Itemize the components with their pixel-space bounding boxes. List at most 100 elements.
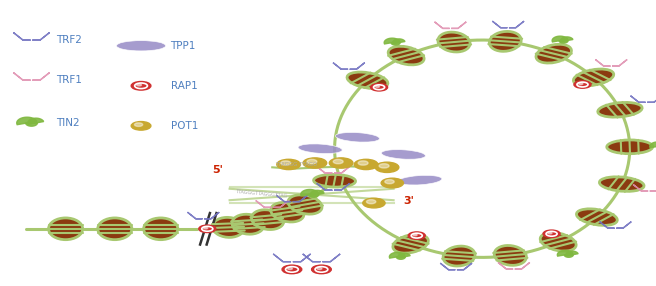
Polygon shape <box>649 184 656 191</box>
Polygon shape <box>293 254 311 262</box>
Circle shape <box>375 86 379 88</box>
Polygon shape <box>32 73 50 80</box>
Ellipse shape <box>98 218 132 240</box>
Polygon shape <box>322 254 340 262</box>
Circle shape <box>371 84 388 91</box>
Circle shape <box>317 267 322 270</box>
Ellipse shape <box>251 210 284 230</box>
Circle shape <box>277 159 300 170</box>
Polygon shape <box>396 257 405 259</box>
Text: TPP1: TPP1 <box>171 41 196 51</box>
Text: TTAGGGTTAGGGTTAG: TTAGGGTTAGGGTTAG <box>235 189 287 198</box>
Ellipse shape <box>494 245 526 265</box>
Polygon shape <box>293 195 308 202</box>
Ellipse shape <box>213 217 244 237</box>
Polygon shape <box>17 117 37 125</box>
Polygon shape <box>600 222 615 228</box>
Circle shape <box>548 232 552 234</box>
Polygon shape <box>26 123 37 126</box>
Ellipse shape <box>49 218 83 240</box>
Ellipse shape <box>271 202 304 222</box>
Polygon shape <box>273 200 289 207</box>
Circle shape <box>358 161 368 165</box>
Polygon shape <box>650 142 656 148</box>
Circle shape <box>131 82 151 90</box>
Polygon shape <box>317 183 333 190</box>
Circle shape <box>408 232 425 239</box>
Polygon shape <box>492 21 508 28</box>
Text: 5': 5' <box>213 165 223 175</box>
Text: RAP1: RAP1 <box>171 81 197 91</box>
Ellipse shape <box>438 32 470 52</box>
Ellipse shape <box>541 233 576 251</box>
Text: TIN2: TIN2 <box>56 118 79 128</box>
Polygon shape <box>13 33 31 40</box>
Polygon shape <box>32 33 50 40</box>
Circle shape <box>199 225 216 233</box>
Ellipse shape <box>573 69 614 86</box>
Ellipse shape <box>443 246 475 266</box>
Ellipse shape <box>298 144 342 154</box>
Polygon shape <box>204 212 219 219</box>
Ellipse shape <box>489 31 522 51</box>
Polygon shape <box>566 251 578 256</box>
Polygon shape <box>302 254 321 262</box>
Text: TTAGGG TTAGO: TTAGGG TTAGO <box>276 162 318 167</box>
Circle shape <box>574 81 591 88</box>
Polygon shape <box>552 36 567 42</box>
Polygon shape <box>310 190 324 196</box>
Ellipse shape <box>232 214 264 234</box>
Polygon shape <box>561 37 573 42</box>
Polygon shape <box>384 38 400 44</box>
Ellipse shape <box>117 41 165 51</box>
Circle shape <box>312 265 331 274</box>
Circle shape <box>303 158 327 168</box>
Circle shape <box>385 180 394 184</box>
Polygon shape <box>509 21 524 28</box>
Polygon shape <box>393 39 405 44</box>
Polygon shape <box>276 195 291 202</box>
Polygon shape <box>301 189 318 196</box>
Ellipse shape <box>388 46 424 65</box>
Ellipse shape <box>598 102 642 117</box>
Text: POT1: POT1 <box>171 121 198 131</box>
Ellipse shape <box>314 174 356 187</box>
Polygon shape <box>350 63 365 69</box>
Polygon shape <box>647 96 656 102</box>
Polygon shape <box>333 63 348 69</box>
Ellipse shape <box>536 44 571 63</box>
Ellipse shape <box>600 177 644 191</box>
Circle shape <box>381 178 403 188</box>
Circle shape <box>543 230 560 237</box>
Polygon shape <box>440 263 455 270</box>
Polygon shape <box>630 96 646 102</box>
Circle shape <box>203 227 208 229</box>
Polygon shape <box>559 41 568 43</box>
Polygon shape <box>256 200 272 207</box>
Polygon shape <box>558 250 573 256</box>
Polygon shape <box>273 254 291 262</box>
Ellipse shape <box>144 218 178 240</box>
Circle shape <box>367 200 376 204</box>
Polygon shape <box>13 73 31 80</box>
Polygon shape <box>334 166 350 173</box>
Polygon shape <box>515 263 530 269</box>
Circle shape <box>413 234 417 236</box>
Circle shape <box>134 123 143 126</box>
Polygon shape <box>390 252 405 258</box>
Polygon shape <box>616 222 631 228</box>
Polygon shape <box>188 212 203 219</box>
Ellipse shape <box>335 132 380 142</box>
Circle shape <box>329 158 353 168</box>
Ellipse shape <box>398 175 442 185</box>
Ellipse shape <box>347 72 388 89</box>
Ellipse shape <box>393 235 428 253</box>
Polygon shape <box>596 59 611 66</box>
Polygon shape <box>334 183 350 190</box>
Polygon shape <box>498 263 513 269</box>
Polygon shape <box>398 253 410 258</box>
Ellipse shape <box>607 140 653 154</box>
Polygon shape <box>434 22 449 28</box>
Ellipse shape <box>577 209 617 225</box>
Text: 3': 3' <box>403 196 415 206</box>
